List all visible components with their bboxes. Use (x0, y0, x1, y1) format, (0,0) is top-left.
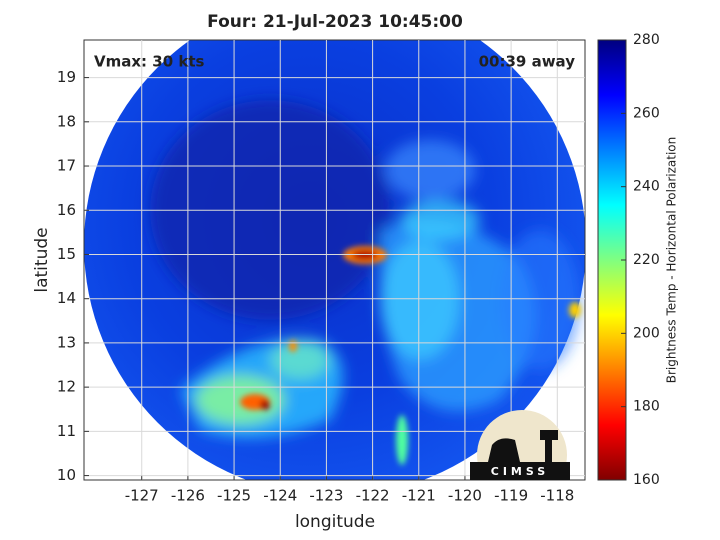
x-tick-label: -118 (540, 487, 574, 505)
x-tick-label: -119 (494, 487, 528, 505)
y-tick-label: 14 (57, 289, 76, 307)
annotation: Vmax: 30 kts (94, 53, 204, 71)
x-tick-label: -126 (171, 487, 205, 505)
y-tick-label: 10 (57, 466, 76, 484)
y-axis-label: latitude (32, 227, 52, 292)
colorbar-tick-label: 240 (633, 179, 660, 195)
colorbar-tick-label: 180 (633, 399, 660, 415)
colorbar-tick-label: 260 (633, 105, 660, 121)
y-tick-label: 18 (57, 112, 76, 130)
logo: CIMSS (470, 410, 570, 480)
x-tick-label: -123 (309, 487, 343, 505)
colorbar-tick-label: 200 (633, 325, 660, 341)
colorbar-label: Brightness Temp - Horizontal Polarizatio… (665, 137, 679, 384)
y-tick-label: 13 (57, 333, 76, 351)
x-tick-label: -124 (263, 487, 297, 505)
y-tick-label: 19 (57, 68, 76, 86)
x-tick-label: -120 (448, 487, 482, 505)
x-tick-label: -122 (356, 487, 390, 505)
colorbar-tick-label: 220 (633, 252, 660, 268)
x-tick-label: -127 (125, 487, 159, 505)
y-tick-label: 16 (57, 201, 76, 219)
colorbar-tick-label: 280 (633, 32, 660, 48)
x-tick-label: -121 (402, 487, 436, 505)
annotation: 00:39 away (479, 53, 576, 71)
chart-title: Four: 21-Jul-2023 10:45:00 (207, 12, 463, 32)
y-tick-label: 12 (57, 378, 76, 396)
y-tick-label: 11 (57, 422, 76, 440)
x-axis-label: longitude (295, 512, 375, 532)
logo-text: CIMSS (491, 465, 549, 478)
colorbar-tick-label: 160 (633, 472, 660, 488)
x-tick-label: -125 (217, 487, 251, 505)
plot-frame (83, 39, 586, 481)
y-tick-label: 17 (57, 157, 76, 175)
y-tick-label: 15 (57, 245, 76, 263)
